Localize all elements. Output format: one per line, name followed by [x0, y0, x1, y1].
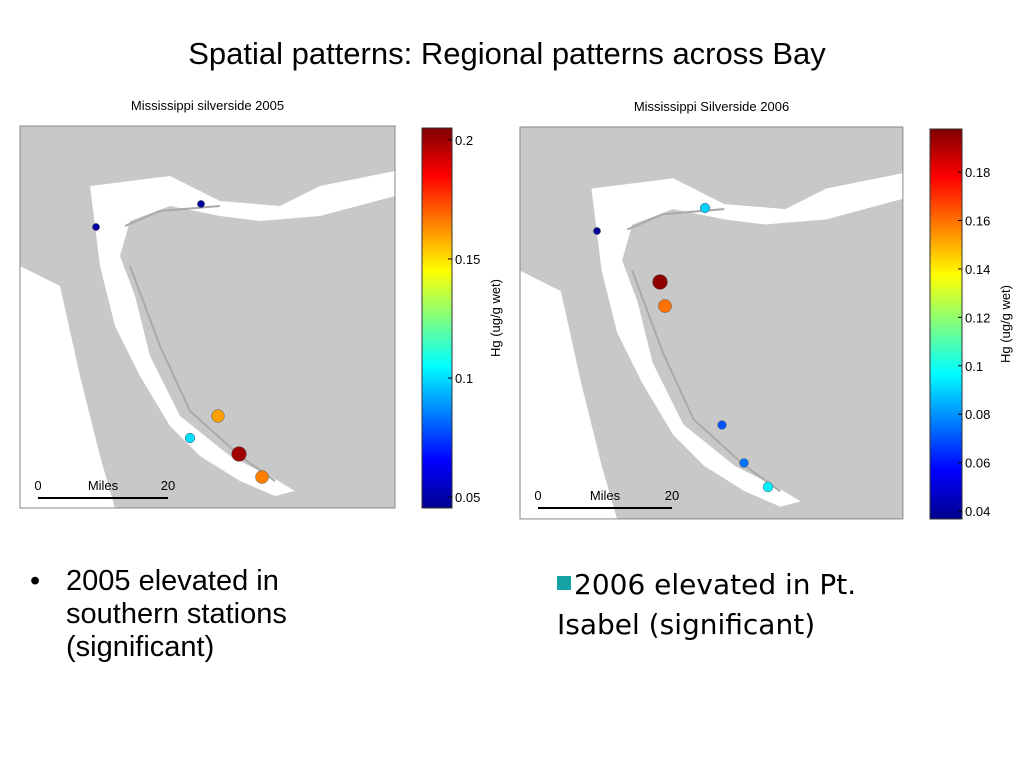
station	[92, 223, 100, 231]
bullet-text: 2006 elevated in Pt. Isabel (significant…	[557, 568, 857, 641]
station	[197, 200, 205, 208]
map-title: Mississippi silverside 2005	[131, 98, 284, 113]
station	[593, 227, 601, 235]
colorbar-tick-label: 0.1	[455, 371, 473, 386]
scale-start: 0	[34, 478, 41, 493]
station	[184, 432, 196, 444]
colorbar-label: Hg (ug/g wet)	[998, 285, 1013, 363]
station	[762, 481, 774, 493]
station	[255, 470, 269, 484]
bullet-2: 2006 elevated in Pt. Isabel (significant…	[557, 565, 917, 645]
station	[211, 409, 225, 423]
scale-unit: Miles	[590, 488, 621, 503]
colorbar-tick-label: 0.12	[965, 310, 990, 325]
scale-end: 20	[665, 488, 679, 503]
scale-end: 20	[161, 478, 175, 493]
station	[231, 446, 247, 462]
station	[652, 274, 668, 290]
scale-start: 0	[534, 488, 541, 503]
bullet-1: • 2005 elevated in southern stations (sig…	[30, 565, 360, 664]
colorbar	[421, 127, 453, 509]
figure: Spatial patterns: Regional patterns acro…	[19, 36, 1013, 520]
station	[658, 299, 672, 313]
station	[699, 202, 711, 214]
colorbar-tick-label: 0.05	[455, 490, 480, 505]
colorbar-tick-label: 0.15	[455, 252, 480, 267]
bullet-text: 2005 elevated in southern stations (sign…	[66, 565, 287, 663]
colorbar-tick-label: 0.18	[965, 165, 990, 180]
map-title: Mississippi Silverside 2006	[634, 99, 789, 114]
colorbar-tick-label: 0.16	[965, 214, 990, 229]
map-1	[19, 125, 396, 509]
colorbar-tick-label: 0.06	[965, 456, 990, 471]
scale-unit: Miles	[88, 478, 119, 493]
map-2	[518, 125, 904, 520]
colorbar	[929, 128, 963, 520]
station	[739, 458, 749, 468]
colorbar-tick-label: 0.14	[965, 262, 990, 277]
colorbar-label: Hg (ug/g wet)	[488, 279, 503, 357]
colorbar-tick-label: 0.08	[965, 407, 990, 422]
colorbar-tick-label: 0.2	[455, 133, 473, 148]
slide-title: Spatial patterns: Regional patterns acro…	[188, 36, 826, 71]
station	[717, 420, 727, 430]
colorbar-tick-label: 0.04	[965, 504, 990, 519]
colorbar-tick-label: 0.1	[965, 359, 983, 374]
bullet-square	[557, 576, 571, 590]
